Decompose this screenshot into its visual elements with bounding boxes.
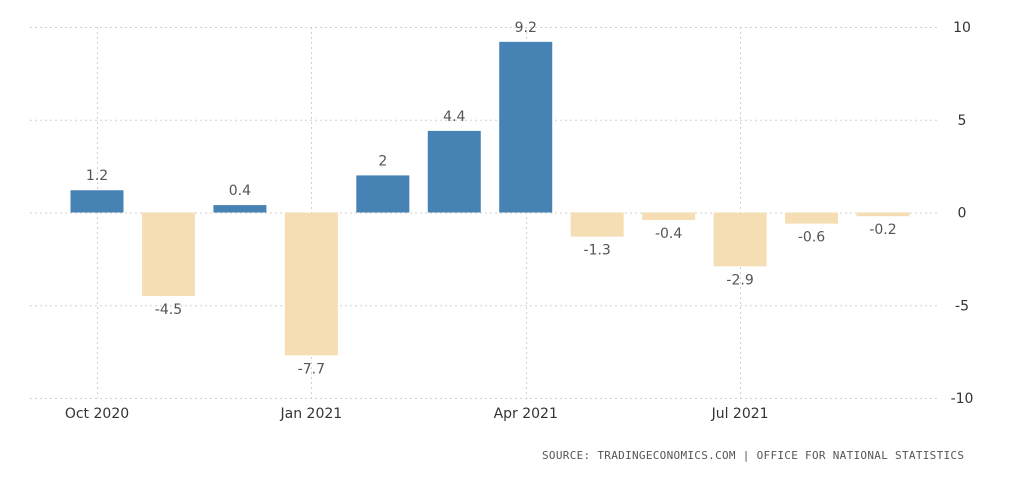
bar-value-label: 0.4 — [229, 183, 251, 199]
bar-value-label: -7.7 — [298, 361, 325, 377]
bar-value-label: -0.6 — [798, 230, 825, 246]
x-tick-label: Apr 2021 — [494, 406, 558, 422]
bar-value-label: 9.2 — [515, 20, 537, 36]
bar — [70, 190, 124, 213]
bar-value-label: -4.5 — [155, 302, 182, 318]
source-note: SOURCE: TRADINGECONOMICS.COM | OFFICE FO… — [542, 449, 965, 462]
value-labels: 1.2 -4.5 0.4 -7.7 2 4.4 9.2 -1.3 -0.4 -2.9 -0.6 -0.… — [86, 20, 897, 377]
y-tick-label: 0 — [958, 206, 967, 222]
bar — [356, 175, 410, 213]
y-tick-label: 10 — [953, 20, 971, 36]
bar — [499, 41, 553, 213]
bar — [284, 212, 338, 356]
bar-value-label: -0.4 — [655, 226, 682, 242]
y-tick-label: -10 — [951, 391, 974, 407]
bar — [642, 212, 696, 220]
y-tick-label: -5 — [955, 298, 969, 314]
bar-value-label: 1.2 — [86, 168, 108, 184]
bar — [213, 205, 267, 213]
x-axis-ticks: Oct 2020 Jan 2021 Apr 2021 Jul 2021 — [65, 406, 769, 422]
bar-value-label: -0.2 — [869, 222, 896, 238]
y-tick-label: 5 — [958, 113, 967, 129]
bar — [427, 130, 481, 213]
bar-chart: 1.2 -4.5 0.4 -7.7 2 4.4 9.2 -1.3 -0.4 -2.9 -0.6 -0.… — [30, 20, 974, 422]
bar-value-label: -2.9 — [726, 272, 753, 288]
y-axis-ticks: 10 5 0 -5 -10 — [951, 20, 974, 407]
bar-value-label: 4.4 — [443, 109, 465, 125]
x-tick-label: Jan 2021 — [280, 406, 343, 422]
bars — [70, 41, 910, 356]
bar — [141, 212, 195, 296]
bar — [713, 212, 767, 267]
bar — [570, 212, 624, 237]
bar-value-label: 2 — [378, 153, 387, 169]
bar — [856, 212, 910, 217]
bar-value-label: -1.3 — [584, 243, 611, 259]
x-tick-label: Oct 2020 — [65, 406, 129, 422]
x-tick-label: Jul 2021 — [711, 406, 769, 422]
bar — [785, 212, 839, 224]
